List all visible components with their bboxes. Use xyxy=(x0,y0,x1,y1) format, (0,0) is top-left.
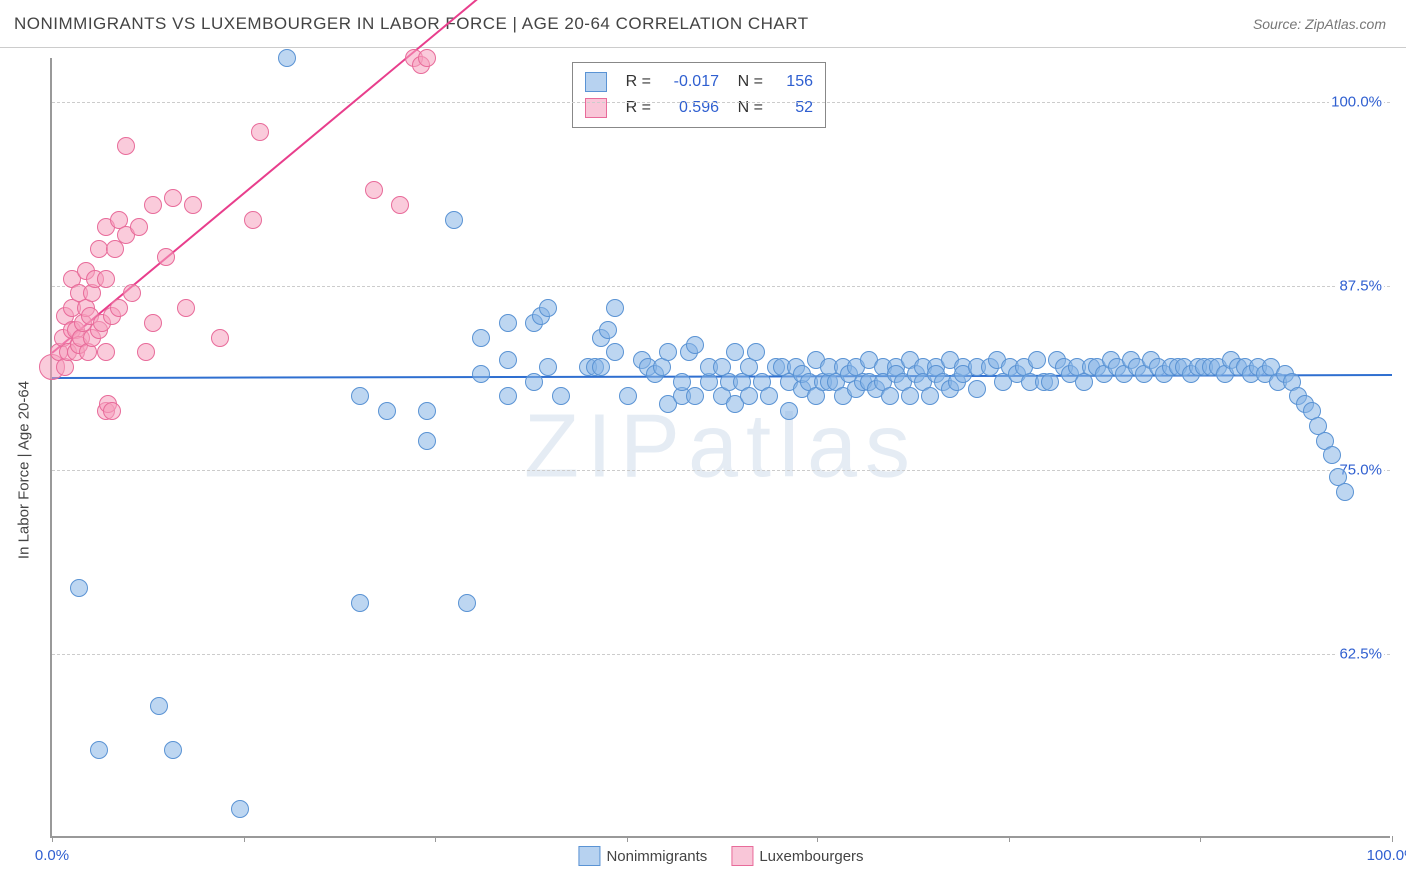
legend-item: Luxembourgers xyxy=(731,846,863,866)
data-point xyxy=(552,387,570,405)
data-point xyxy=(231,800,249,818)
data-point xyxy=(472,365,490,383)
data-point xyxy=(881,387,899,405)
data-point xyxy=(418,432,436,450)
chart-container: In Labor Force | Age 20-64 ZIPatlas R = … xyxy=(0,48,1406,892)
data-point xyxy=(418,49,436,67)
data-point xyxy=(97,270,115,288)
data-point xyxy=(539,299,557,317)
x-tick xyxy=(1200,836,1201,842)
data-point xyxy=(1323,446,1341,464)
plot-area: ZIPatlas R = -0.017 N = 156 R = 0.596 N … xyxy=(50,58,1390,838)
y-tick-label: 62.5% xyxy=(1337,646,1384,663)
data-point xyxy=(1336,483,1354,501)
data-point xyxy=(70,579,88,597)
data-point xyxy=(740,387,758,405)
data-point xyxy=(747,343,765,361)
data-point xyxy=(499,387,517,405)
x-tick xyxy=(52,836,53,842)
data-point xyxy=(599,321,617,339)
gridline xyxy=(52,102,1390,103)
y-tick-label: 87.5% xyxy=(1337,278,1384,295)
chart-title: NONIMMIGRANTS VS LUXEMBOURGER IN LABOR F… xyxy=(14,14,809,34)
data-point xyxy=(110,299,128,317)
swatch-blue-icon xyxy=(585,72,607,92)
data-point xyxy=(606,343,624,361)
data-point xyxy=(144,314,162,332)
swatch-pink-icon xyxy=(731,846,753,866)
data-point xyxy=(97,343,115,361)
x-tick xyxy=(817,836,818,842)
data-point xyxy=(144,196,162,214)
data-point xyxy=(177,299,195,317)
data-point xyxy=(391,196,409,214)
data-point xyxy=(968,380,986,398)
data-point xyxy=(592,358,610,376)
data-point xyxy=(472,329,490,347)
y-axis-label: In Labor Force | Age 20-64 xyxy=(16,381,33,559)
data-point xyxy=(686,336,704,354)
gridline xyxy=(52,470,1390,471)
data-point xyxy=(1028,351,1046,369)
correlation-box: R = -0.017 N = 156 R = 0.596 N = 52 xyxy=(572,62,826,128)
data-point xyxy=(760,387,778,405)
data-point xyxy=(211,329,229,347)
data-point xyxy=(351,387,369,405)
data-point xyxy=(659,343,677,361)
data-point xyxy=(117,137,135,155)
data-point xyxy=(606,299,624,317)
data-point xyxy=(499,351,517,369)
x-tick xyxy=(627,836,628,842)
correlation-row: R = -0.017 N = 156 xyxy=(585,69,813,95)
data-point xyxy=(921,387,939,405)
data-point xyxy=(619,387,637,405)
data-point xyxy=(378,402,396,420)
data-point xyxy=(686,387,704,405)
data-point xyxy=(1041,373,1059,391)
data-point xyxy=(365,181,383,199)
correlation-row: R = 0.596 N = 52 xyxy=(585,95,813,121)
data-point xyxy=(164,741,182,759)
data-point xyxy=(458,594,476,612)
x-tick-label: 100.0% xyxy=(1367,847,1406,864)
data-point xyxy=(418,402,436,420)
x-tick xyxy=(1009,836,1010,842)
data-point xyxy=(164,189,182,207)
swatch-blue-icon xyxy=(578,846,600,866)
data-point xyxy=(184,196,202,214)
x-tick xyxy=(1392,836,1393,842)
data-point xyxy=(130,218,148,236)
gridline xyxy=(52,654,1390,655)
data-point xyxy=(251,123,269,141)
data-point xyxy=(499,314,517,332)
data-point xyxy=(539,358,557,376)
swatch-pink-icon xyxy=(585,98,607,118)
chart-header: NONIMMIGRANTS VS LUXEMBOURGER IN LABOR F… xyxy=(0,0,1406,48)
data-point xyxy=(673,373,691,391)
data-point xyxy=(244,211,262,229)
chart-source: Source: ZipAtlas.com xyxy=(1253,16,1386,32)
data-point xyxy=(90,741,108,759)
gridline xyxy=(52,286,1390,287)
data-point xyxy=(901,387,919,405)
data-point xyxy=(726,343,744,361)
data-point xyxy=(278,49,296,67)
x-tick xyxy=(244,836,245,842)
legend-item: Nonimmigrants xyxy=(578,846,707,866)
data-point xyxy=(445,211,463,229)
x-tick-label: 0.0% xyxy=(35,847,69,864)
data-point xyxy=(525,373,543,391)
data-point xyxy=(103,402,121,420)
data-point xyxy=(780,402,798,420)
data-point xyxy=(150,697,168,715)
data-point xyxy=(106,240,124,258)
data-point xyxy=(123,284,141,302)
y-tick-label: 100.0% xyxy=(1329,94,1384,111)
watermark: ZIPatlas xyxy=(524,396,918,499)
data-point xyxy=(351,594,369,612)
data-point xyxy=(157,248,175,266)
data-point xyxy=(137,343,155,361)
legend: Nonimmigrants Luxembourgers xyxy=(578,846,863,866)
x-tick xyxy=(435,836,436,842)
